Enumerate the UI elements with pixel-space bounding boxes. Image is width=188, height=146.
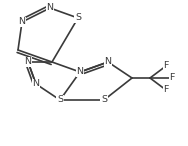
Text: N: N [77, 67, 83, 77]
Text: N: N [24, 58, 32, 66]
Text: F: F [163, 61, 169, 71]
Text: S: S [101, 95, 107, 105]
Text: N: N [105, 58, 111, 66]
Text: S: S [75, 13, 81, 22]
Text: F: F [169, 73, 175, 82]
Text: F: F [163, 86, 169, 94]
Text: N: N [33, 80, 39, 88]
Text: N: N [46, 4, 54, 13]
Text: N: N [18, 18, 26, 27]
Text: S: S [57, 95, 63, 105]
